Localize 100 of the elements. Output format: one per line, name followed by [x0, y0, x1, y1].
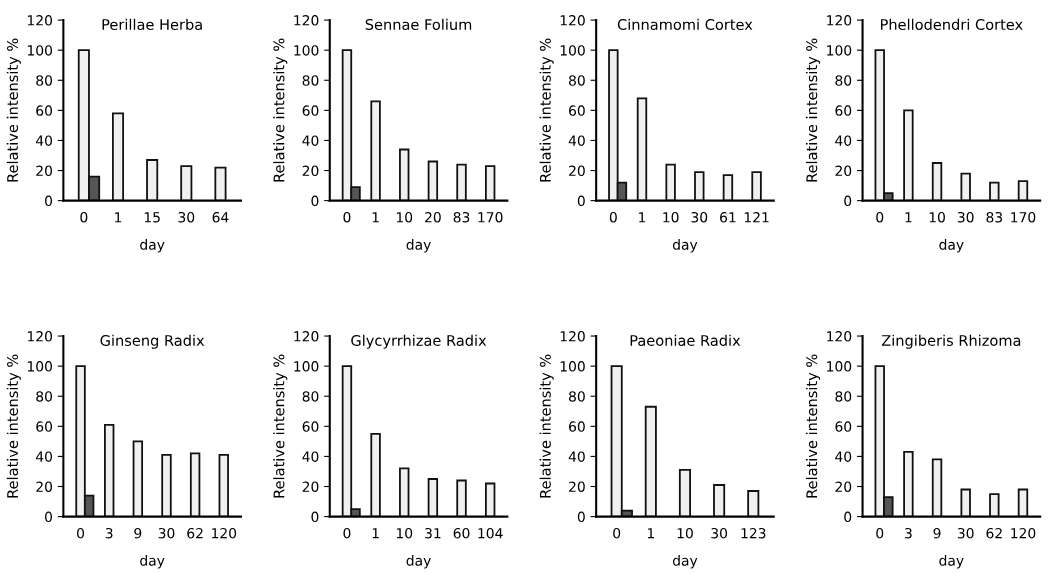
bar	[218, 454, 229, 517]
y-tick-label: 120	[827, 331, 852, 342]
y-tick-label: 40	[35, 135, 53, 146]
bar	[484, 165, 496, 201]
x-tick-label: 0	[876, 212, 884, 223]
bar	[903, 450, 914, 517]
bar	[456, 479, 467, 517]
bar	[747, 490, 760, 517]
x-tick-label: 62	[187, 527, 203, 539]
y-tick-label: 40	[835, 135, 852, 146]
bar	[399, 467, 410, 517]
x-axis-title: day	[140, 239, 165, 253]
bar	[370, 432, 381, 517]
chart-title: Ginseng Radix	[100, 334, 205, 349]
x-tick-label: 62	[986, 527, 1002, 539]
x-tick-label: 3	[105, 527, 113, 539]
x-tick-label: 83	[986, 212, 1003, 223]
x-tick-label: 1	[115, 212, 122, 223]
y-tick-label: 40	[835, 451, 852, 462]
x-tick-label: 9	[933, 527, 941, 539]
x-tick-label: 9	[134, 527, 142, 539]
y-tick-label: 40	[302, 135, 319, 146]
bar	[1017, 488, 1029, 517]
y-axis-title: Relative intensity %	[539, 38, 554, 182]
bar	[722, 174, 734, 201]
y-tick-label: 100	[827, 45, 852, 56]
y-tick-label: 60	[569, 105, 585, 116]
y-tick-label: 120	[560, 331, 585, 342]
x-tick-label: 0	[343, 212, 351, 223]
bar	[103, 423, 115, 517]
x-tick-label: 30	[957, 212, 974, 223]
y-tick-label: 100	[27, 45, 53, 56]
y-axis-title: Relative intensity %	[805, 354, 821, 498]
bar	[456, 163, 467, 201]
bar	[399, 148, 410, 201]
x-tick-label: 20	[425, 212, 441, 223]
x-axis-title: day	[672, 239, 698, 253]
y-tick-label: 0	[311, 511, 319, 523]
x-axis-title: day	[672, 555, 698, 569]
bar	[427, 478, 439, 517]
y-axis-title: Relative intensity %	[6, 38, 21, 182]
y-axis-title: Relative intensity %	[805, 38, 821, 182]
bar	[989, 181, 1000, 201]
x-axis-title: day	[406, 555, 431, 569]
bar	[960, 488, 971, 517]
y-tick-label: 120	[27, 15, 53, 26]
x-tick-label: 1	[647, 528, 654, 539]
y-tick-label: 0	[45, 511, 53, 523]
y-tick-label: 0	[844, 195, 852, 207]
y-axis-title: Relative intensity %	[539, 354, 554, 498]
y-tick-label: 80	[36, 75, 53, 86]
y-axis-title: Relative intensity %	[273, 38, 288, 182]
x-tick-label: 0	[80, 212, 88, 223]
y-tick-label: 100	[827, 361, 852, 372]
x-tick-label: 1	[372, 528, 379, 539]
y-tick-label: 20	[569, 165, 585, 177]
bar	[751, 171, 762, 201]
bar	[132, 440, 144, 517]
y-tick-label: 20	[569, 481, 585, 492]
bar	[146, 159, 159, 201]
y-tick-label: 20	[302, 165, 319, 177]
x-axis-title: day	[939, 555, 964, 569]
bar	[931, 162, 943, 201]
y-tick-label: 0	[577, 195, 585, 207]
y-tick-label: 120	[827, 15, 852, 26]
y-tick-label: 80	[835, 75, 852, 86]
chart-title: Phellodendri Cortex	[880, 18, 1023, 31]
x-tick-label: 0	[613, 527, 621, 539]
y-tick-label: 60	[36, 105, 53, 116]
y-tick-label: 0	[45, 195, 53, 207]
x-tick-label: 30	[158, 527, 175, 539]
x-tick-label: 120	[212, 527, 237, 539]
y-tick-label: 100	[560, 361, 585, 372]
x-tick-label: 104	[478, 527, 503, 539]
y-tick-label: 80	[569, 391, 585, 402]
y-tick-label: 80	[569, 75, 585, 86]
y-tick-label: 100	[560, 45, 585, 56]
bar	[636, 97, 648, 201]
y-axis-title: Relative intensity %	[6, 354, 21, 498]
x-tick-label: 170	[1011, 212, 1036, 223]
x-tick-label: 3	[905, 527, 912, 539]
bar	[644, 405, 657, 517]
x-tick-label: 10	[929, 212, 945, 223]
y-tick-label: 40	[568, 135, 585, 146]
x-tick-label: 15	[144, 212, 160, 223]
y-tick-label: 60	[569, 421, 585, 432]
y-tick-label: 120	[560, 15, 585, 26]
bar	[665, 163, 676, 201]
x-tick-label: 30	[178, 212, 195, 223]
x-axis-title: day	[406, 239, 431, 253]
y-tick-label: 60	[835, 105, 852, 116]
y-tick-label: 60	[302, 421, 319, 432]
x-axis-title: day	[939, 239, 964, 253]
x-tick-label: 60	[453, 527, 470, 539]
x-tick-label: 83	[453, 212, 470, 223]
x-tick-label: 120	[1011, 527, 1036, 539]
y-tick-label: 100	[27, 361, 53, 372]
chart-title: Glycyrrhizae Radix	[351, 334, 487, 349]
bar	[111, 112, 125, 201]
x-tick-label: 170	[478, 212, 503, 223]
